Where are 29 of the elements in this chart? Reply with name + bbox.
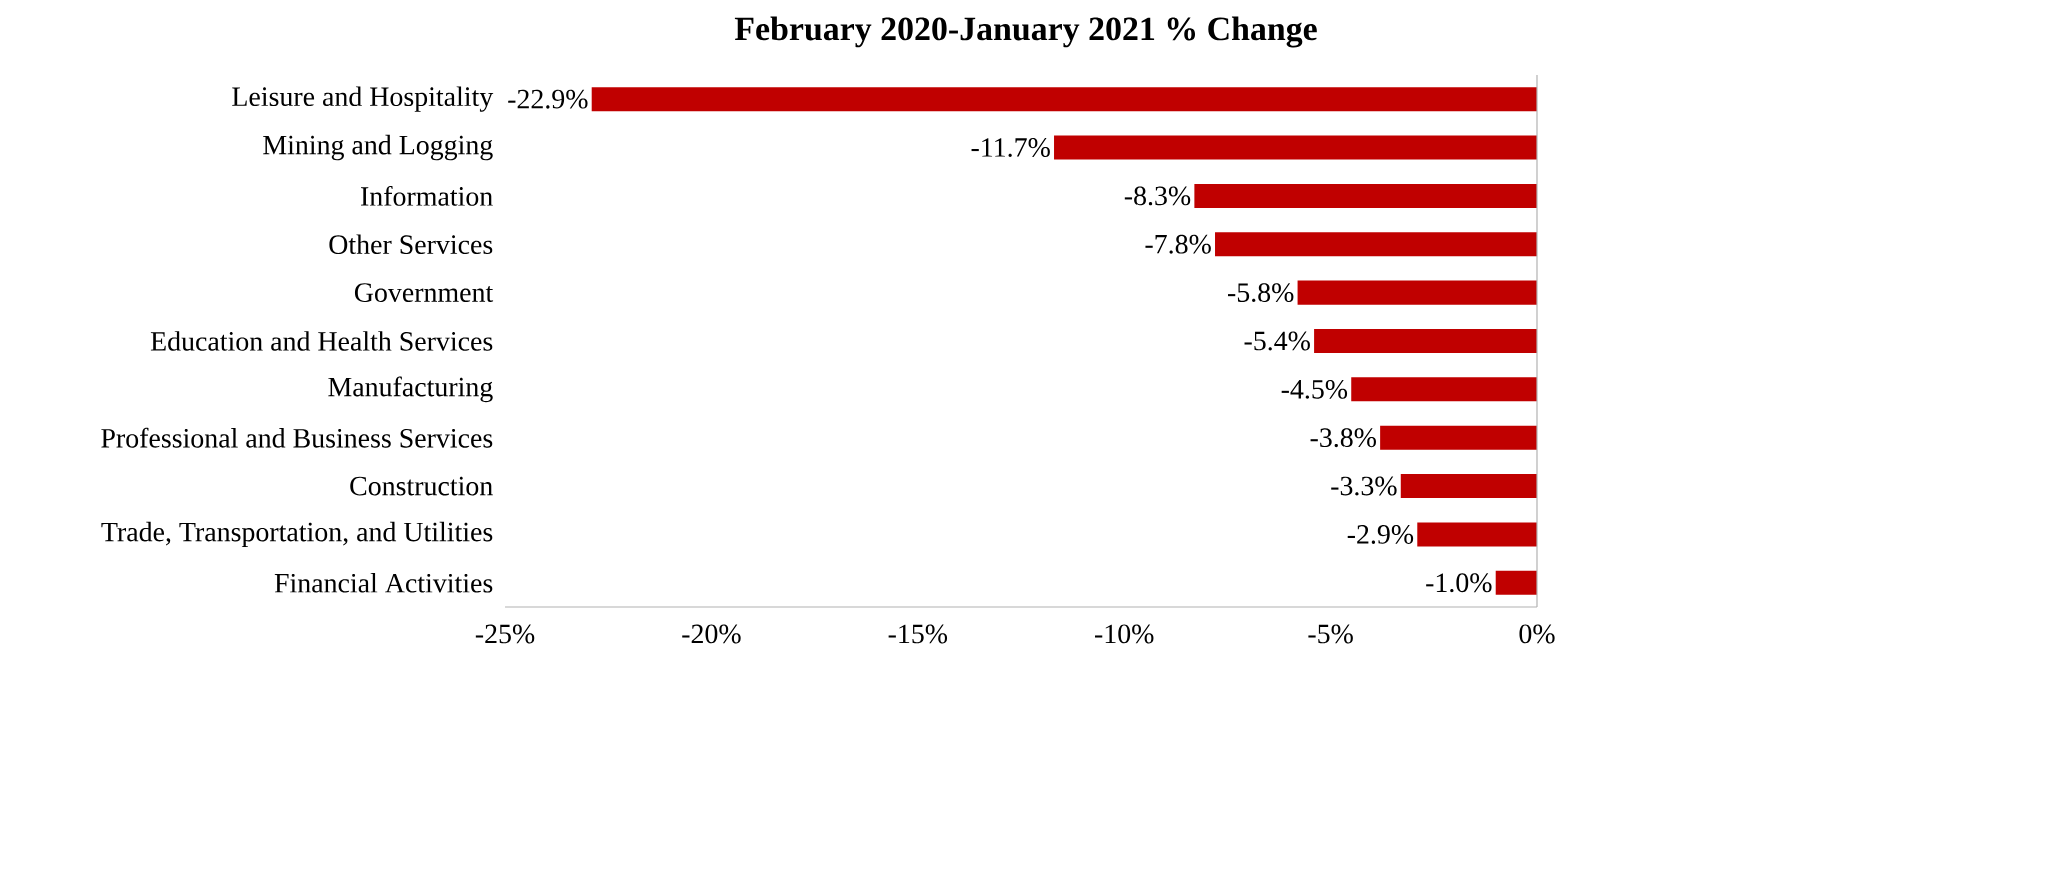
data-label: -5.8% xyxy=(1228,283,1294,303)
x-tick-label: -15% xyxy=(888,624,948,644)
y-tick-label: Information xyxy=(361,185,493,206)
chart-title: February 2020-January 2021 % Change xyxy=(734,16,1317,48)
y-tick-label: Education and Health Services xyxy=(150,331,493,351)
data-label: -22.9% xyxy=(508,89,588,109)
data-label: -4.5% xyxy=(1281,379,1348,399)
data-label: -8.3% xyxy=(1124,186,1191,206)
x-tick-label: -10% xyxy=(1095,624,1154,644)
data-label: -3.8% xyxy=(1310,428,1376,448)
y-tick-label: Manufacturing xyxy=(328,376,493,403)
x-tick-label: -25% xyxy=(475,624,535,644)
y-tick-label: Professional and Business Services xyxy=(101,427,493,448)
data-label: -5.4% xyxy=(1244,331,1310,351)
data-label: -7.8% xyxy=(1145,234,1211,254)
data-label: -11.7% xyxy=(971,138,1050,157)
data-label: -3.3% xyxy=(1331,476,1397,496)
data-label: -1.0% xyxy=(1426,573,1492,593)
y-tick-label: Government xyxy=(354,283,494,302)
data-label: -2.9% xyxy=(1347,524,1414,544)
y-tick-label: Financial Activities xyxy=(274,572,493,593)
y-tick-label: Other Services xyxy=(329,234,493,255)
y-tick-label: Construction xyxy=(350,476,493,496)
y-tick-label: Mining and Logging xyxy=(263,134,493,161)
x-tick-label: 0% xyxy=(1519,624,1555,644)
y-tick-label: Leisure and Hospitality xyxy=(232,86,494,112)
x-tick-label: -5% xyxy=(1308,624,1353,644)
y-tick-label: Trade, Transportation, and Utilities xyxy=(101,521,493,548)
x-tick-label: -20% xyxy=(682,624,741,644)
